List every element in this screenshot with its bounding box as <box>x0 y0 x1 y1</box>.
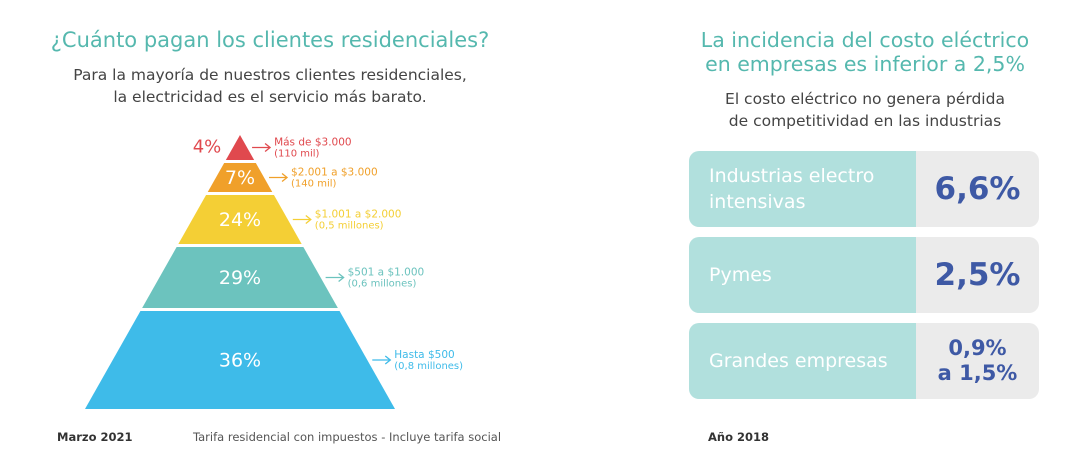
pyramid-chart: 4% Más de $3.000(110 mil) 7% $2.001 a $3.00… <box>85 135 463 409</box>
percent-label: 4% <box>193 137 222 158</box>
segment-label-line1: Grandes empresas <box>709 350 888 372</box>
segment-value: 0,9% a 1,5% <box>916 323 1039 399</box>
right-footer-date: Año 2018 <box>708 430 769 444</box>
right-subtitle-line1: El costo eléctrico no genera pérdida <box>725 90 1005 108</box>
pyramid-level-36pct <box>85 311 395 409</box>
left-footer-date: Marzo 2021 <box>57 430 133 444</box>
left-subtitle-line1: Para la mayoría de nuestros clientes res… <box>73 66 467 84</box>
segment-label: Grandes empresas <box>689 323 916 399</box>
count-label: (0,5 millones) <box>315 221 384 232</box>
pyramid-level-7pct <box>207 163 273 192</box>
count-label: (140 mil) <box>291 179 336 190</box>
segment-value: 2,5% <box>916 237 1039 313</box>
range-label: Más de $3.000 <box>274 137 352 149</box>
range-label: $1.001 a $2.000 <box>315 209 402 221</box>
right-title: La incidencia del costo eléctrico en emp… <box>670 28 1060 76</box>
right-subtitle-line2: de competitividad en las industrias <box>728 112 1002 130</box>
segment-value-line1: 6,6% <box>934 171 1021 207</box>
segment-label-line2: intensivas <box>709 191 806 213</box>
arrow-head <box>264 142 272 153</box>
left-subtitle: Para la mayoría de nuestros clientes res… <box>0 64 540 108</box>
pyramid-level-29pct <box>142 247 338 308</box>
arrow-head <box>338 272 345 283</box>
arrow-head <box>281 172 289 183</box>
count-label: (0,6 millones) <box>348 279 417 290</box>
percent-label: 7% <box>225 167 255 189</box>
segment-row-pymes: Pymes 2,5% <box>689 237 1039 313</box>
segment-value-line2: a 1,5% <box>937 361 1018 385</box>
arrow-head <box>305 214 312 225</box>
segment-row-grandes-empresas: Grandes empresas 0,9% a 1,5% <box>689 323 1039 399</box>
pyramid-level-24pct <box>178 195 302 244</box>
left-title: ¿Cuánto pagan los clientes residenciales… <box>50 28 490 52</box>
left-subtitle-line2: la electricidad es el servicio más barat… <box>113 88 427 106</box>
arrow-head <box>384 355 392 365</box>
right-subtitle: El costo eléctrico no genera pérdida de … <box>670 88 1060 132</box>
segment-label-line1: Industrias electro <box>709 165 875 187</box>
right-title-line2: en empresas es inferior a 2,5% <box>705 52 1025 76</box>
count-label: (0,8 millones) <box>394 361 463 372</box>
range-label: Hasta $500 <box>394 349 454 361</box>
segment-row-industrias: Industrias electro intensivas 6,6% <box>689 151 1039 227</box>
pyramid-level-4pct <box>225 135 255 160</box>
segment-label: Pymes <box>689 237 916 313</box>
percent-label: 24% <box>219 209 261 231</box>
segment-label: Industrias electro intensivas <box>689 151 916 227</box>
range-label: $2.001 a $3.000 <box>291 167 378 179</box>
segment-value: 6,6% <box>916 151 1039 227</box>
right-title-line1: La incidencia del costo eléctrico <box>700 28 1030 52</box>
percent-label: 29% <box>219 267 261 289</box>
segment-value-line1: 2,5% <box>934 257 1021 293</box>
count-label: (110 mil) <box>274 149 319 160</box>
segment-label-line1: Pymes <box>709 264 772 286</box>
percent-label: 36% <box>219 350 261 372</box>
range-label: $501 a $1.000 <box>348 267 425 279</box>
left-footer-note: Tarifa residencial con impuestos - Inclu… <box>193 430 502 444</box>
segment-value-line1: 0,9% <box>948 336 1007 360</box>
